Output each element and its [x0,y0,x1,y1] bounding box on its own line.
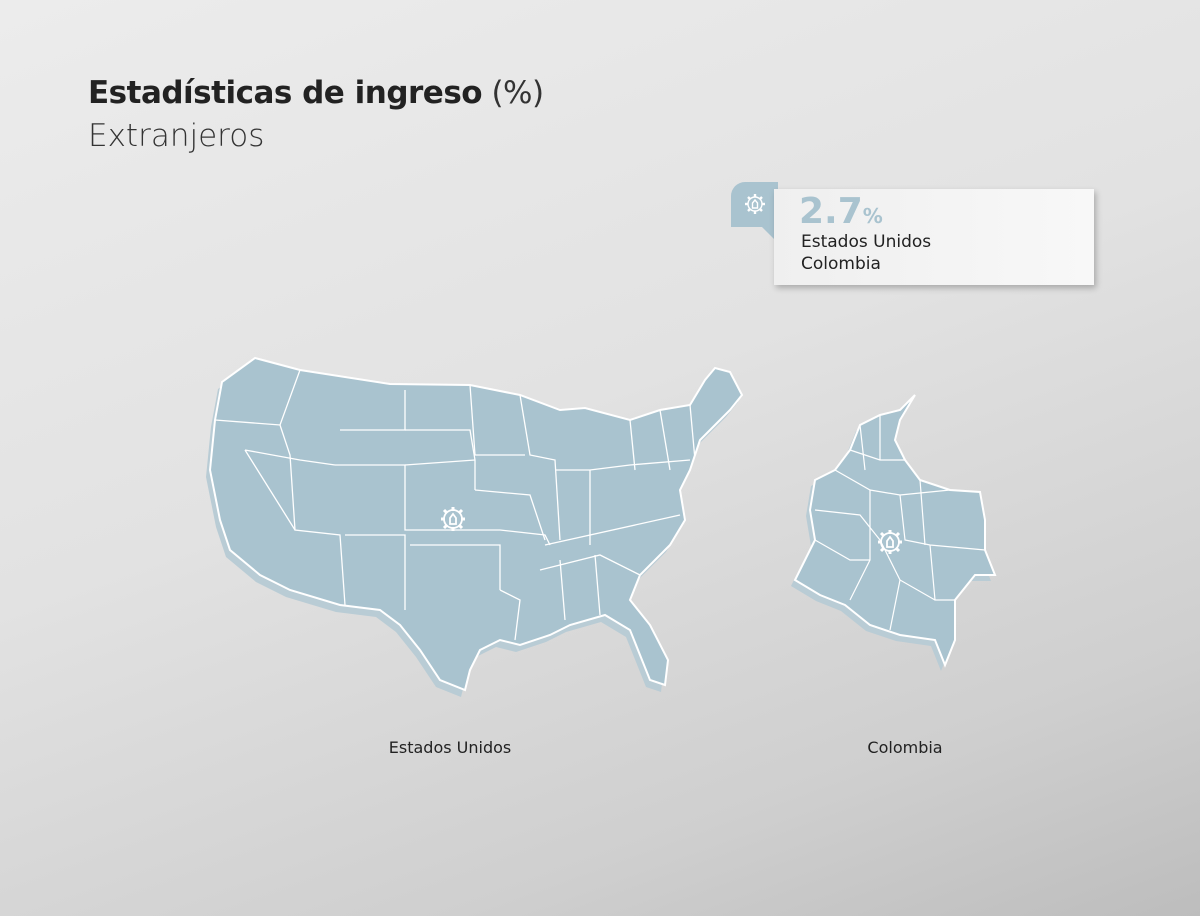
industry-gear-icon [745,194,765,214]
stat-card: 2.7% Estados Unidos Colombia [774,189,1094,285]
colombia-department-borders [814,415,986,631]
page-title: Estadísticas de ingreso (%) [88,74,544,112]
usa-marker-industry-icon [441,507,465,531]
colombia-map-label: Colombia [867,738,943,757]
stat-value: 2.7% [799,191,883,232]
stat-country-1: Estados Unidos [801,232,932,252]
stat-unit: % [862,204,883,228]
usa-map [206,357,743,697]
title-unit: (%) [491,75,544,111]
usa-map-label: Estados Unidos [388,738,512,757]
usa-state-borders [214,369,696,641]
colombia-map [791,394,996,671]
page-subtitle: Extranjeros [88,118,265,154]
card-icon-tab [731,182,778,227]
stat-number: 2.7 [799,191,863,232]
title-text: Estadísticas de ingreso [88,75,483,111]
stat-country-2: Colombia [801,254,881,274]
colombia-marker-industry-icon [878,530,902,554]
